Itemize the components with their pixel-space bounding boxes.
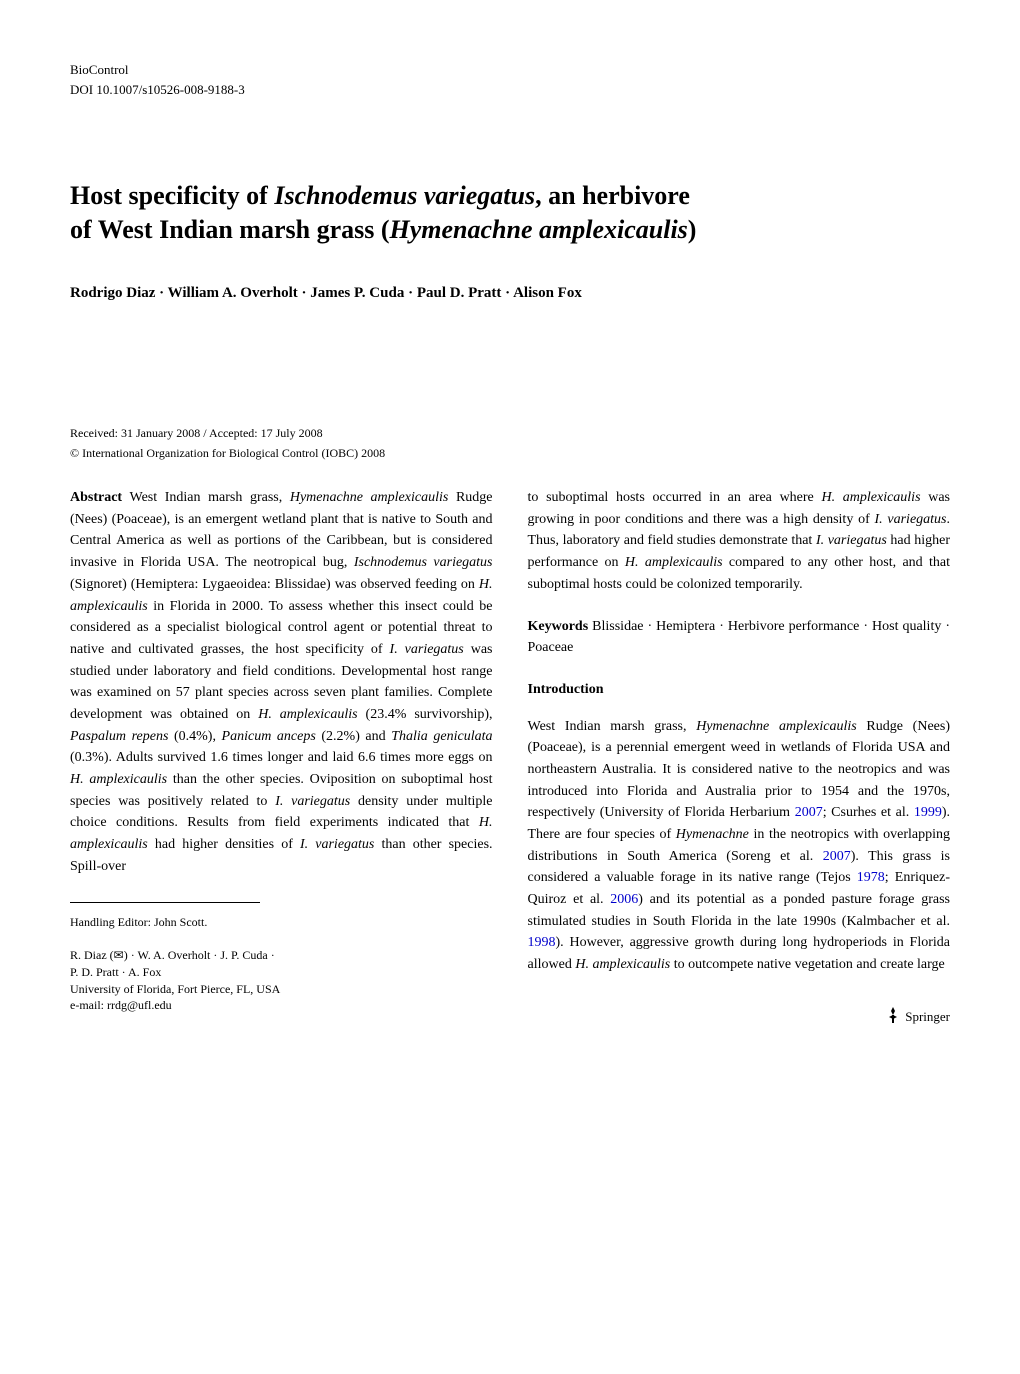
introduction-paragraph: West Indian marsh grass, Hymenachne ampl… — [528, 716, 951, 976]
abstract-continuation: to suboptimal hosts occurred in an area … — [528, 487, 951, 595]
author-info-line1: R. Diaz (✉) · W. A. Overholt · J. P. Cud… — [70, 947, 493, 964]
authors: Rodrigo Diaz · William A. Overholt · Jam… — [70, 282, 950, 305]
springer-logo-icon — [884, 1006, 902, 1030]
author-info-line4: e-mail: rrdg@ufl.edu — [70, 997, 493, 1014]
doi: DOI 10.1007/s10526-008-9188-3 — [70, 80, 245, 100]
author-affiliations: R. Diaz (✉) · W. A. Overholt · J. P. Cud… — [70, 947, 493, 1014]
handling-editor: Handling Editor: John Scott. — [70, 913, 493, 932]
abstract-label: Abstract — [70, 490, 122, 505]
citation-link[interactable]: 1998 — [528, 935, 556, 950]
left-column: Abstract West Indian marsh grass, Hymena… — [70, 487, 493, 1030]
journal-name: BioControl — [70, 60, 245, 80]
author-info-line2: P. D. Pratt · A. Fox — [70, 964, 493, 981]
citation-link[interactable]: 2007 — [795, 805, 823, 820]
abstract-paragraph: Abstract West Indian marsh grass, Hymena… — [70, 487, 493, 877]
author-info-line3: University of Florida, Fort Pierce, FL, … — [70, 981, 493, 998]
springer-footer: Springer — [528, 1006, 951, 1030]
keywords-paragraph: Keywords Blissidae · Hemiptera · Herbivo… — [528, 616, 951, 659]
springer-text: Springer — [905, 1009, 950, 1024]
journal-info: BioControl DOI 10.1007/s10526-008-9188-3 — [70, 60, 245, 99]
citation-link[interactable]: 1999 — [914, 805, 942, 820]
article-dates: Received: 31 January 2008 / Accepted: 17… — [70, 424, 950, 442]
page-header: BioControl DOI 10.1007/s10526-008-9188-3 — [70, 60, 950, 99]
article-title: Host specificity of Ischnodemus variegat… — [70, 179, 950, 247]
copyright: © International Organization for Biologi… — [70, 444, 950, 462]
citation-link[interactable]: 2006 — [610, 892, 638, 907]
keywords-label: Keywords — [528, 619, 589, 634]
citation-link[interactable]: 1978 — [857, 870, 885, 885]
introduction-heading: Introduction — [528, 679, 951, 701]
right-column: to suboptimal hosts occurred in an area … — [528, 487, 951, 1030]
footer-divider — [70, 902, 260, 903]
citation-link[interactable]: 2007 — [823, 849, 851, 864]
two-column-layout: Abstract West Indian marsh grass, Hymena… — [70, 487, 950, 1030]
